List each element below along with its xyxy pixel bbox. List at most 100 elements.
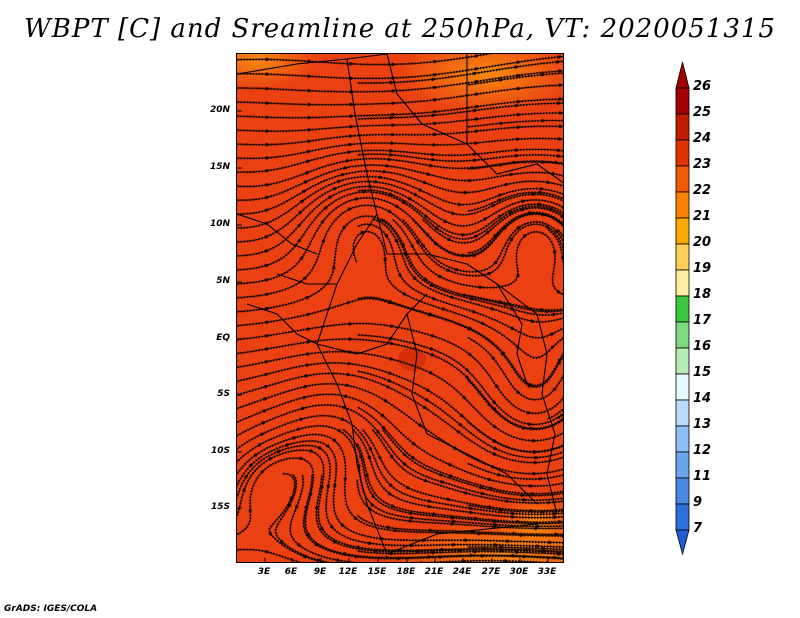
country-border — [386, 523, 538, 555]
cb-label-26: 26 — [693, 79, 712, 94]
streamline-arrow — [431, 113, 437, 118]
country-border — [237, 213, 318, 255]
streamline-arrow — [402, 452, 408, 458]
streamline-arrow — [344, 394, 350, 398]
streamline-arrow — [470, 562, 475, 563]
streamline — [421, 206, 563, 245]
streamline-arrow — [292, 436, 298, 441]
streamline-arrow — [332, 539, 339, 544]
streamline-arrow — [378, 561, 384, 562]
lat-label-eq: EQ — [216, 333, 230, 343]
cb-label-13: 13 — [693, 417, 712, 432]
streamline-arrow — [348, 337, 354, 342]
chart-title: WBPT [C] and Sreamline at 250hPa, VT: 20… — [24, 14, 776, 44]
streamline-arrow — [557, 148, 563, 153]
streamline — [466, 119, 563, 129]
streamline-arrow — [299, 417, 305, 422]
streamline-arrow — [531, 319, 537, 324]
colorbar-segment — [675, 503, 690, 531]
streamline-arrow — [389, 115, 395, 120]
streamline-arrow — [438, 274, 444, 279]
colorbar-segment — [675, 269, 690, 297]
streamline-arrow — [389, 80, 395, 85]
colorbar-bottom-arrow — [675, 529, 690, 556]
cb-label-14: 14 — [693, 391, 712, 406]
cb-label-24: 24 — [693, 131, 712, 146]
streamline-arrow — [390, 141, 396, 146]
streamline — [466, 71, 563, 87]
streamline-arrow — [558, 54, 563, 59]
streamline-arrow — [455, 267, 461, 272]
streamline-arrow — [387, 378, 394, 383]
colorbar-segment — [675, 425, 690, 453]
lon-label-33e: 33E — [537, 567, 557, 577]
colorbar-segment — [675, 321, 690, 349]
streamline-arrow — [305, 363, 312, 368]
country-border — [386, 54, 468, 145]
cb-label-17: 17 — [693, 313, 712, 328]
country-border — [276, 273, 337, 285]
streamline-arrow — [314, 506, 319, 512]
streamline-arrow — [487, 402, 492, 408]
streamline-arrow — [557, 153, 563, 158]
lon-label-27e: 27E — [481, 567, 501, 577]
streamline-arrow — [340, 416, 346, 422]
streamline-arrow — [397, 556, 403, 561]
streamline-arrow — [279, 539, 285, 545]
streamline-arrow — [345, 158, 352, 163]
lon-label-15e: 15E — [367, 567, 387, 577]
lat-label-15s: 15S — [210, 502, 230, 512]
streamline-arrow — [309, 448, 315, 453]
streamline-arrow — [557, 101, 563, 106]
colorbar-segment — [675, 477, 690, 505]
streamline-arrow — [515, 103, 521, 108]
colorbar-segment — [675, 399, 690, 427]
wbpt-field — [237, 54, 563, 562]
country-border — [387, 253, 538, 315]
streamline-arrow — [379, 175, 385, 180]
streamline-arrow — [475, 129, 481, 134]
map-panel — [236, 53, 564, 563]
streamline-arrow — [516, 86, 522, 91]
streamline-arrow — [521, 207, 527, 212]
streamline-arrow — [468, 326, 474, 331]
streamline-arrow — [432, 142, 438, 147]
lon-label-21e: 21E — [424, 567, 444, 577]
lon-label-30e: 30E — [509, 567, 529, 577]
streamline-arrow — [500, 548, 506, 553]
streamline-arrow — [516, 137, 522, 142]
streamline-arrow — [541, 118, 547, 123]
streamline-arrow — [516, 271, 521, 277]
streamline — [556, 406, 563, 420]
streamline-arrow — [296, 427, 303, 432]
streamline-arrow — [347, 150, 353, 155]
lon-label-24e: 24E — [452, 567, 472, 577]
streamline-arrow — [558, 136, 563, 141]
streamline-arrow — [473, 108, 479, 113]
colorbar-segment — [675, 113, 690, 141]
streamline-arrow — [347, 207, 354, 212]
streamline-arrow — [499, 78, 505, 83]
streamline-arrow — [416, 549, 422, 554]
streamline-arrow — [545, 309, 551, 314]
streamline-arrow — [515, 148, 521, 153]
colorbar-segment — [675, 139, 690, 167]
streamline-arrow — [346, 372, 352, 377]
cb-label-20: 20 — [693, 235, 712, 250]
streamline-arrow — [424, 397, 431, 403]
streamline-arrow — [299, 456, 305, 460]
streamline-arrow — [260, 469, 266, 474]
streamline-arrow — [304, 505, 309, 512]
streamline-arrow — [499, 163, 505, 167]
credit-text: GrADS: IGES/COLA — [4, 604, 98, 614]
colorbar-segment — [675, 243, 690, 271]
streamline-arrow — [491, 356, 496, 362]
streamline-arrow — [305, 562, 311, 563]
streamline-arrow — [474, 141, 480, 146]
streamline-arrow — [296, 542, 303, 548]
streamline-arrow — [389, 152, 395, 157]
streamline-arrow — [447, 237, 453, 242]
streamline — [268, 472, 563, 562]
hot-spot — [398, 347, 426, 371]
streamline-arrow — [265, 347, 271, 352]
